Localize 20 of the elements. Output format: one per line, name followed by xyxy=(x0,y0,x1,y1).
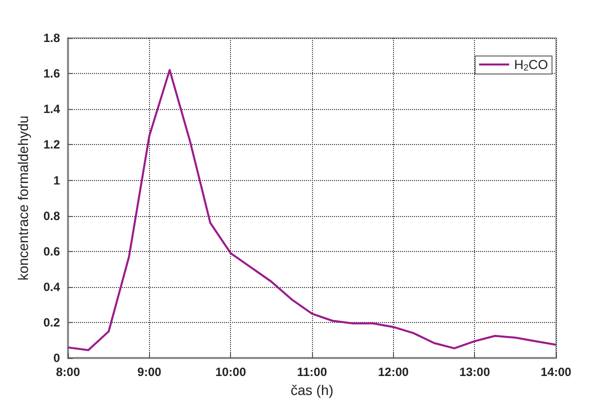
y-axis-title: koncentrace formaldehydu xyxy=(15,116,31,281)
y-tick-label: 1.8 xyxy=(43,31,60,45)
y-tick-label: 0.6 xyxy=(43,244,60,258)
y-tick-label: 1.2 xyxy=(43,138,60,152)
y-tick-label: 0 xyxy=(53,351,60,366)
y-tick-label: 0.2 xyxy=(43,316,60,330)
x-tick-label: 12:00 xyxy=(378,365,409,380)
y-tick-label: 0.4 xyxy=(43,280,60,294)
x-tick-label: 14:00 xyxy=(540,365,572,380)
y-tick-label: 1 xyxy=(53,173,60,188)
x-tick-label: 10:00 xyxy=(215,365,246,380)
y-tick-label: 1.6 xyxy=(43,66,60,81)
x-tick-label: 13:00 xyxy=(459,365,490,380)
y-tick-label: 1.4 xyxy=(43,102,60,116)
x-tick-label: 8:00 xyxy=(56,365,80,380)
x-tick-label: 11:00 xyxy=(296,365,328,380)
x-tick-label: 9:00 xyxy=(137,365,162,380)
y-tick-label: 0.8 xyxy=(43,208,60,223)
line-series xyxy=(67,69,557,352)
x-axis-title: čas (h) xyxy=(290,382,334,398)
